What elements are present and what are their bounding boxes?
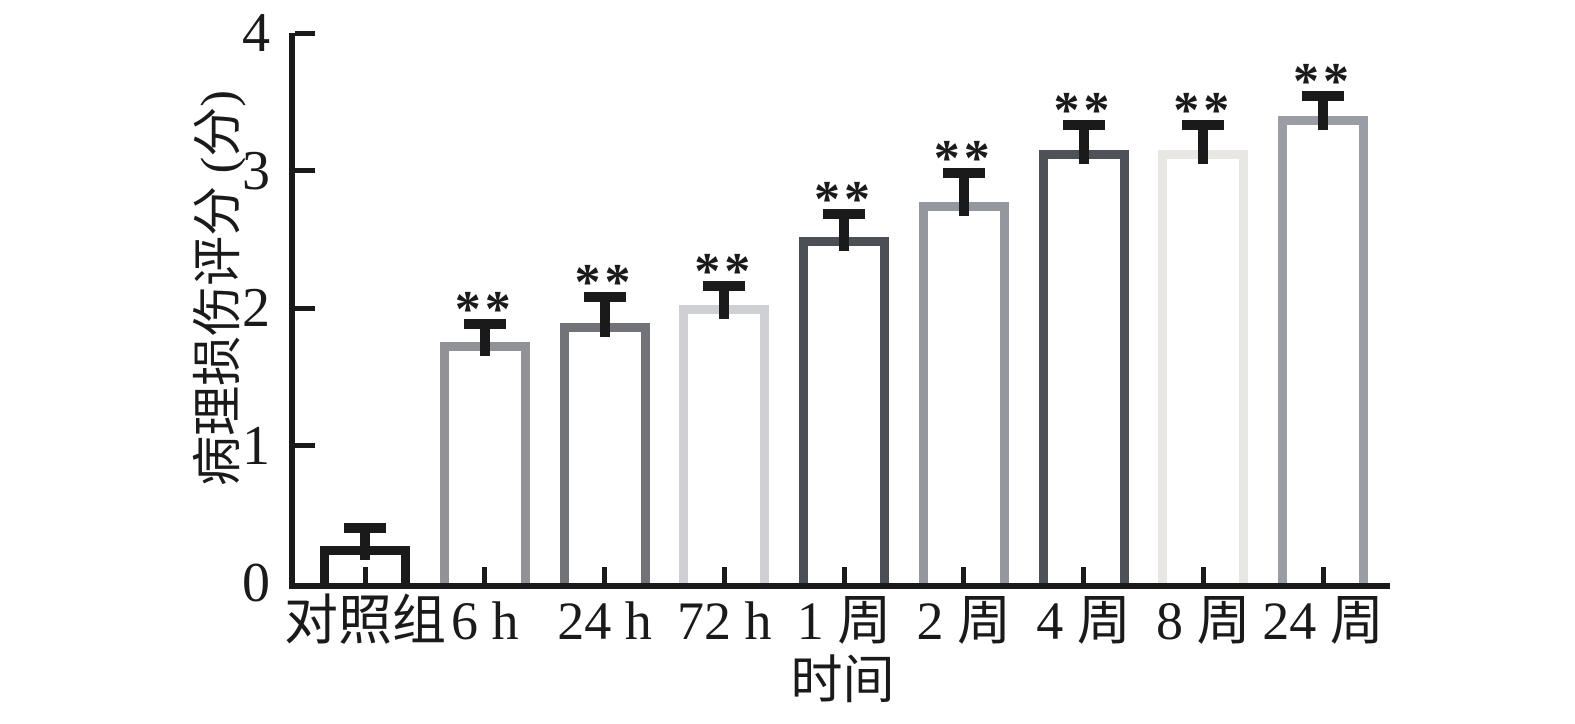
- significance-marker: **: [694, 242, 755, 300]
- significance-marker: **: [574, 253, 635, 311]
- error-bar-cap: [583, 291, 626, 302]
- x-tick-label: 24 周: [1262, 591, 1384, 651]
- x-tick-label: 6 h: [451, 591, 519, 651]
- x-tick-mark: [482, 567, 488, 583]
- x-tick-label: 4 周: [1036, 591, 1131, 651]
- significance-marker: **: [933, 129, 994, 187]
- x-tick-mark: [1320, 567, 1326, 583]
- error-bar-cap: [1062, 119, 1105, 130]
- error-bar-cap: [942, 167, 985, 178]
- bar: [1038, 149, 1129, 583]
- x-tick-mark: [721, 567, 727, 583]
- error-bar-cap: [703, 280, 746, 291]
- error-bar-cap: [463, 319, 506, 329]
- x-tick-label: 1 周: [796, 591, 892, 651]
- x-axis-title: 时间: [790, 653, 895, 710]
- plot-area: ** ** ** ** ** ** ** **: [289, 30, 1390, 589]
- error-bar-stem: [479, 329, 490, 357]
- bar: [679, 305, 770, 583]
- error-bar-stem: [1078, 129, 1089, 164]
- error-bar-stem: [719, 290, 730, 320]
- y-tick-label: 4: [242, 2, 270, 64]
- y-tick-label: 2: [242, 277, 270, 339]
- significance-marker: **: [1173, 81, 1234, 139]
- error-bar-stem: [599, 301, 610, 338]
- error-bar-cap: [823, 209, 865, 219]
- bar: [1278, 115, 1368, 583]
- y-tick-label: 0: [242, 552, 270, 614]
- bar: [799, 236, 889, 583]
- error-bar-stem: [360, 532, 370, 560]
- bar: [918, 202, 1009, 583]
- x-tick-label: 对照组: [284, 591, 446, 651]
- error-bar-stem: [1318, 100, 1328, 130]
- x-tick-mark: [602, 567, 607, 583]
- y-tick-mark: [295, 168, 315, 173]
- significance-marker: **: [454, 281, 515, 338]
- x-tick-label: 2 周: [916, 591, 1012, 651]
- x-tick-mark: [362, 567, 368, 583]
- error-bar-stem: [958, 177, 969, 217]
- y-tick-label: 1: [242, 414, 270, 477]
- y-tick-label: 3: [242, 139, 270, 202]
- error-bar-cap: [344, 522, 386, 533]
- significance-marker: **: [814, 171, 874, 228]
- error-bar-cap: [1302, 90, 1344, 101]
- x-tick-mark: [961, 567, 967, 583]
- significance-marker: **: [1293, 52, 1353, 110]
- x-tick-label: 24 h: [557, 591, 652, 651]
- error-bar-cap: [1182, 119, 1225, 130]
- x-tick-mark: [1081, 567, 1086, 583]
- y-tick-mark: [295, 305, 315, 311]
- bar: [1158, 149, 1249, 583]
- significance-marker: **: [1053, 81, 1114, 139]
- y-tick-mark: [295, 30, 315, 36]
- bar: [439, 342, 530, 583]
- error-bar-stem: [839, 219, 849, 251]
- x-tick-label: 8 周: [1156, 591, 1251, 651]
- x-tick-mark: [841, 567, 847, 583]
- bar: [559, 323, 650, 583]
- error-bar-stem: [1198, 129, 1209, 164]
- y-tick-mark: [295, 443, 315, 448]
- x-tick-label: 72 h: [677, 591, 772, 651]
- x-tick-mark: [1200, 567, 1206, 583]
